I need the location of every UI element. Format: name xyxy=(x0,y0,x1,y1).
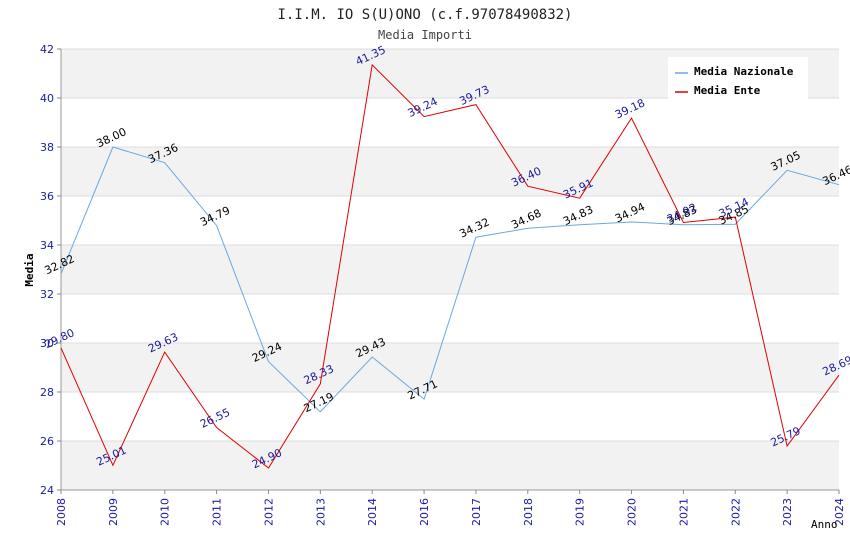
y-tick-label: 36 xyxy=(40,190,54,203)
legend-box xyxy=(668,57,808,101)
legend: Media Nazionale Media Ente xyxy=(668,57,808,101)
y-tick-label: 40 xyxy=(40,92,54,105)
y-tick-label: 26 xyxy=(40,435,54,448)
x-axis-ticks: 2008 2009 2010 2011 2012 2013 2014 2016 2017 2018… xyxy=(55,490,846,526)
y-axis-label: Media xyxy=(23,253,36,286)
grid-band xyxy=(61,147,839,196)
y-tick-label: 32 xyxy=(40,288,54,301)
data-label: 26.55 xyxy=(198,406,232,431)
x-tick-label: 2013 xyxy=(314,498,327,526)
data-label: 34.32 xyxy=(457,215,491,240)
y-tick-label: 38 xyxy=(40,141,54,154)
legend-label-nazionale: Media Nazionale xyxy=(694,65,794,78)
data-label: 27.19 xyxy=(302,390,336,415)
data-label: 39.18 xyxy=(613,96,647,121)
x-axis-label: Anno xyxy=(811,518,838,531)
grid-band xyxy=(61,441,839,490)
x-tick-label: 2009 xyxy=(107,498,120,526)
y-tick-label: 24 xyxy=(40,484,54,497)
series-line-nazionale xyxy=(60,146,840,413)
x-tick-label: 2017 xyxy=(470,498,483,526)
y-axis-ticks: 24 26 28 30 32 34 36 38 40 42 xyxy=(40,43,61,497)
y-tick-label: 34 xyxy=(40,239,54,252)
x-tick-label: 2011 xyxy=(211,498,224,526)
x-tick-label: 2008 xyxy=(55,498,68,526)
data-label: 39.24 xyxy=(406,95,440,120)
x-tick-label: 2021 xyxy=(677,498,690,526)
x-tick-label: 2012 xyxy=(262,498,275,526)
x-tick-label: 2019 xyxy=(574,498,587,526)
x-tick-label: 2014 xyxy=(366,498,379,526)
y-tick-label: 42 xyxy=(40,43,54,56)
x-tick-label: 2022 xyxy=(729,498,742,526)
chart-title: I.I.M. IO S(U)ONO (c.f.97078490832) xyxy=(277,7,572,23)
series-group xyxy=(60,63,840,469)
grid-bands xyxy=(61,49,839,490)
y-tick-label: 30 xyxy=(40,337,54,350)
x-tick-label: 2020 xyxy=(626,498,639,526)
x-tick-label: 2010 xyxy=(159,498,172,526)
x-tick-label: 2024 xyxy=(833,498,846,526)
axes xyxy=(60,49,839,491)
grid-band xyxy=(61,245,839,294)
chart-subtitle: Media Importi xyxy=(378,28,472,42)
series-line-ente xyxy=(60,63,840,469)
grid-lines xyxy=(61,48,839,491)
data-label: 34.79 xyxy=(198,204,232,229)
grid-band xyxy=(61,343,839,392)
y-tick-label: 28 xyxy=(40,386,54,399)
x-tick-label: 2018 xyxy=(522,498,535,526)
x-tick-label: 2016 xyxy=(418,498,431,526)
legend-label-ente: Media Ente xyxy=(694,84,761,97)
x-tick-label: 2023 xyxy=(781,498,794,526)
